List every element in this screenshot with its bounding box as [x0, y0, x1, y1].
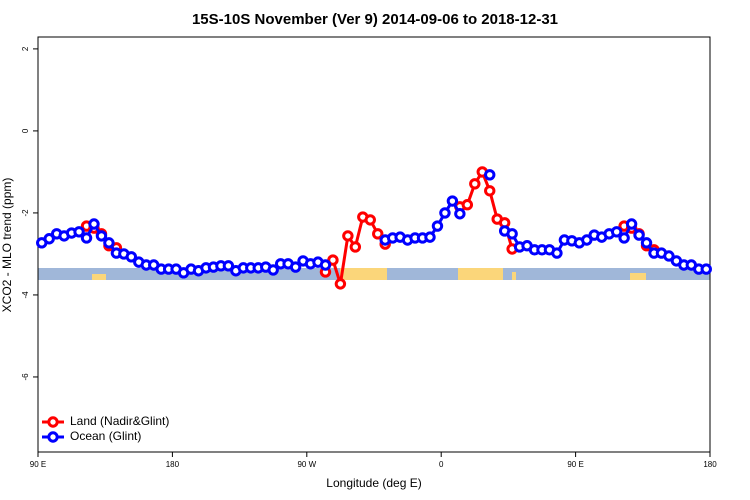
data-point	[80, 232, 93, 244]
data-point	[663, 250, 675, 262]
x-tick-label: 180	[166, 460, 180, 469]
x-tick-label: 90 E	[30, 460, 46, 469]
land-strip	[92, 274, 106, 280]
data-point	[454, 208, 466, 220]
x-tick-label: 180	[703, 460, 717, 469]
x-tick-label: 0	[439, 460, 444, 469]
legend-label: Land (Nadir&Glint)	[70, 414, 169, 428]
data-point	[439, 207, 451, 219]
data-point	[431, 220, 444, 232]
data-point	[484, 169, 496, 181]
data-point	[618, 232, 630, 244]
data-point	[581, 234, 593, 246]
x-axis-label: Longitude (deg E)	[326, 476, 421, 490]
data-point	[95, 230, 108, 242]
data-point	[506, 228, 518, 240]
x-tick-label: 90 E	[567, 460, 583, 469]
land-strip	[630, 273, 646, 280]
land-strip	[458, 268, 503, 280]
data-point	[484, 185, 496, 197]
y-tick-label: 2	[21, 46, 30, 51]
land-strip	[512, 272, 516, 280]
data-point	[319, 259, 332, 271]
plot-frame	[37, 36, 711, 453]
data-point	[446, 195, 459, 207]
x-tick-label: 90 W	[297, 460, 316, 469]
data-point	[349, 241, 362, 253]
data-point	[551, 247, 563, 259]
y-tick-label: 0	[21, 128, 30, 133]
data-point	[364, 214, 376, 226]
legend-marker	[47, 431, 59, 443]
data-point	[424, 231, 436, 243]
y-tick-label: -6	[21, 373, 30, 381]
land-strip	[340, 268, 387, 280]
data-point	[640, 237, 653, 249]
legend-marker	[47, 416, 59, 428]
chart-title: 15S-10S November (Ver 9) 2014-09-06 to 2…	[192, 11, 558, 28]
y-axis-label: XCO2 - MLO trend (ppm)	[0, 178, 14, 313]
data-point	[461, 199, 474, 211]
data-point	[43, 233, 55, 245]
data-point	[625, 218, 638, 230]
y-tick-label: -4	[21, 291, 30, 299]
data-point	[342, 230, 354, 242]
data-point	[73, 226, 85, 238]
data-point	[222, 260, 235, 272]
data-point	[289, 261, 302, 273]
data-point	[267, 264, 279, 276]
data-point	[610, 226, 623, 238]
data-point	[103, 237, 115, 249]
data-point	[469, 178, 481, 190]
data-point	[633, 229, 645, 241]
legend-label: Ocean (Glint)	[70, 429, 141, 443]
data-point	[372, 228, 384, 240]
data-point	[700, 263, 712, 275]
y-tick-label: -2	[21, 209, 30, 217]
data-point	[125, 251, 138, 263]
data-point	[327, 254, 339, 266]
data-point	[88, 218, 100, 230]
data-point	[334, 278, 347, 290]
